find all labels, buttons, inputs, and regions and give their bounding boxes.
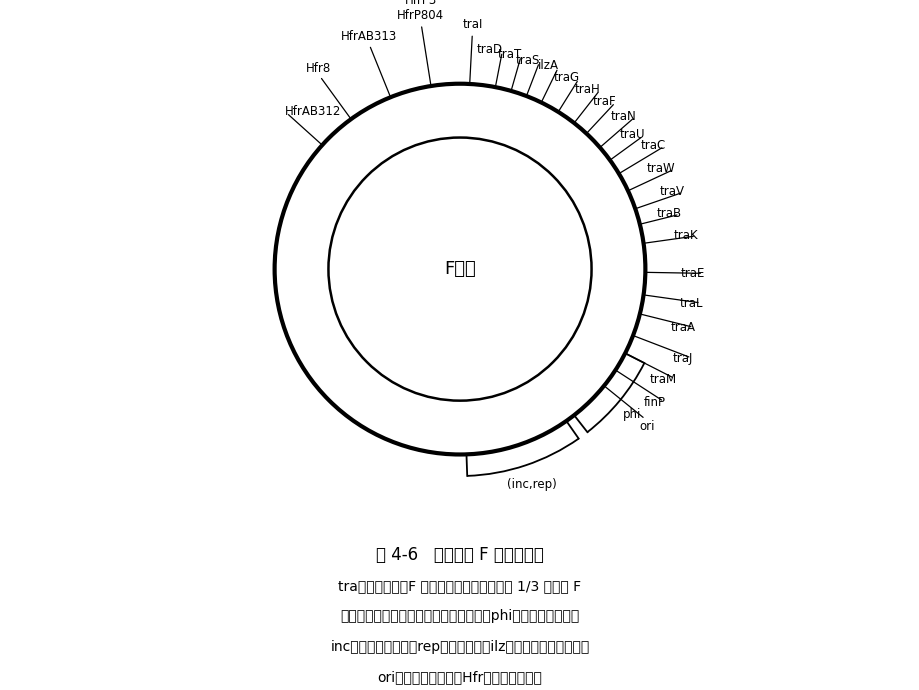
Text: 因子从雄性细胞向雌性细胞的转移作用；phi＝噬菌体抑制基因: 因子从雄性细胞向雌性细胞的转移作用；phi＝噬菌体抑制基因 xyxy=(340,609,579,623)
Text: traT: traT xyxy=(497,48,521,61)
Text: traE: traE xyxy=(680,267,704,280)
Text: ori＝转移复制起点；Hfr＝高频重组部位: ori＝转移复制起点；Hfr＝高频重组部位 xyxy=(377,670,542,684)
Text: traW: traW xyxy=(646,162,675,175)
Text: inc＝不亲和性基因；rep＝复制基因；ilz＝致死接合免疫基因；: inc＝不亲和性基因；rep＝复制基因；ilz＝致死接合免疫基因； xyxy=(330,640,589,653)
Text: traJ: traJ xyxy=(673,352,693,365)
Text: tra＝转移基因，F 因子编码基因中，大约有 1/3 参与了 F: tra＝转移基因，F 因子编码基因中，大约有 1/3 参与了 F xyxy=(338,579,581,593)
Text: traM: traM xyxy=(649,373,675,386)
Text: traV: traV xyxy=(659,185,685,198)
Text: traH: traH xyxy=(574,83,600,96)
Text: traB: traB xyxy=(656,207,681,220)
Text: traD: traD xyxy=(476,43,502,56)
Text: finP: finP xyxy=(643,396,665,409)
Text: traF: traF xyxy=(593,95,616,108)
Text: phi: phi xyxy=(622,408,641,422)
Text: F因子: F因子 xyxy=(444,260,475,278)
Text: ilzA: ilzA xyxy=(538,59,559,72)
Text: 图 4-6   大肠杆菌 F 因子基因图: 图 4-6 大肠杆菌 F 因子基因图 xyxy=(376,546,543,564)
Text: traK: traK xyxy=(673,229,698,242)
Text: Hfr8: Hfr8 xyxy=(306,61,331,75)
Text: (inc,rep): (inc,rep) xyxy=(506,478,556,491)
Text: traC: traC xyxy=(641,139,665,152)
Text: HfrAB313: HfrAB313 xyxy=(340,30,396,43)
Text: traN: traN xyxy=(609,110,635,123)
Text: traA: traA xyxy=(670,322,695,335)
Text: HfrAB312: HfrAB312 xyxy=(285,105,341,118)
Text: traI: traI xyxy=(461,19,482,32)
Text: traU: traU xyxy=(618,128,644,141)
Text: ori: ori xyxy=(639,420,653,433)
Text: traL: traL xyxy=(678,297,702,310)
Text: traS: traS xyxy=(516,54,539,67)
Text: traG: traG xyxy=(553,71,579,84)
Text: Hfr3
HfrP3
HfrP804: Hfr3 HfrP3 HfrP804 xyxy=(397,0,444,22)
